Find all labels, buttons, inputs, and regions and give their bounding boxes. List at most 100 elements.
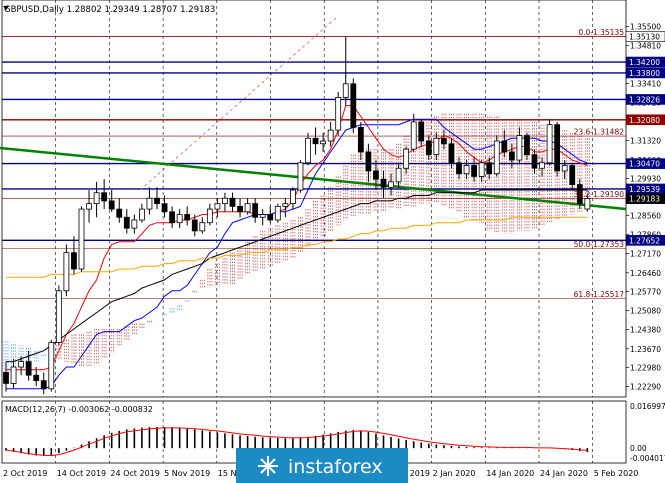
candle-body <box>33 374 40 382</box>
candlesticks <box>3 36 591 395</box>
time-label: 24 Oct 2019 <box>110 469 159 478</box>
candle-body <box>93 192 100 205</box>
price-tick-label: 1.24380 <box>630 325 661 334</box>
candle-body <box>161 203 168 213</box>
candle-body <box>373 170 379 180</box>
price-tick-label: 1.33410 <box>630 80 661 89</box>
price-tick-label: 1.29930 <box>630 174 661 183</box>
candle-body <box>501 140 508 153</box>
candle-body <box>395 167 402 183</box>
candle-body <box>10 366 17 384</box>
candle-body <box>433 137 440 156</box>
price-tick-label: 1.25770 <box>630 288 661 297</box>
time-label: 2 Jan 2020 <box>433 469 476 478</box>
candle-body <box>448 143 455 164</box>
candle-body <box>146 197 153 210</box>
candle-body <box>342 83 349 98</box>
candle-body <box>55 290 62 343</box>
price-tick-label: 1.22290 <box>630 382 661 391</box>
watermark-text: instaforex <box>288 456 383 478</box>
price-tag-label: 1.27652 <box>629 236 660 245</box>
price-tag-label: 1.35130 <box>629 33 660 42</box>
candle-body <box>418 121 425 142</box>
indicator-ma-fast <box>6 216 588 278</box>
price-tag-box <box>625 67 665 79</box>
price-tick-label: 1.25080 <box>630 306 661 315</box>
price-tag-label: 1.33800 <box>629 69 660 78</box>
candle-body <box>259 214 266 218</box>
candle-body <box>25 361 32 376</box>
fib-label: 0.0-1.35135 <box>578 28 624 37</box>
candle-body <box>63 252 70 292</box>
candle-body <box>199 222 206 232</box>
candle-body <box>478 162 485 177</box>
indicator-ma-slow <box>6 189 588 363</box>
fib-label: 38.2-1.29190 <box>574 190 625 199</box>
candle-body <box>176 214 183 224</box>
candle-body <box>282 203 289 207</box>
candle-body <box>425 140 432 156</box>
candle-body <box>327 129 334 142</box>
candle-body <box>335 97 342 131</box>
candle-body <box>365 151 372 172</box>
candle-body <box>3 372 9 384</box>
indicator-kijun-sen <box>6 118 588 390</box>
macd-tick-label: 0.00 <box>630 444 647 453</box>
macd-tick-label: 0.016997 <box>630 402 665 411</box>
indicator-tenkan-sen <box>6 105 588 371</box>
indicator-lines <box>6 105 588 390</box>
candle-body <box>229 197 236 207</box>
candle-body <box>350 83 357 128</box>
candle-body <box>48 342 55 390</box>
candle-body <box>305 137 311 164</box>
macd-label: MACD(12,26,7) -0.003062 -0.000832 <box>5 405 153 414</box>
candle-body <box>569 165 576 185</box>
price-tag-label: 1.32826 <box>629 95 660 104</box>
candle-body <box>388 181 394 188</box>
price-tick-label: 1.34810 <box>630 41 661 50</box>
candle-body <box>380 178 387 188</box>
time-label: 2 Oct 2019 <box>3 469 47 478</box>
candle-body <box>486 162 493 175</box>
candle-body <box>539 162 545 169</box>
chart-header: GBPUSD,Daily 1.28802 1.29349 1.28707 1.2… <box>4 5 215 15</box>
fibonacci-labels: 0.0-1.35135 23.6-1.31482 38.2-1.29190 50.0-… <box>574 28 625 299</box>
time-label: 24 Jan 2020 <box>540 469 588 478</box>
candle-body <box>471 165 478 177</box>
candle-body <box>561 165 568 172</box>
candle-body <box>576 184 583 205</box>
candle-body <box>410 121 417 150</box>
candle-body <box>584 198 591 210</box>
candle-body <box>138 208 145 221</box>
price-tag-box <box>625 56 665 68</box>
price-tag-box <box>625 158 665 169</box>
time-label: 5 Nov 2019 <box>164 469 210 478</box>
candle-body <box>357 126 364 153</box>
candle-body <box>252 203 259 218</box>
candle-body <box>169 211 176 224</box>
price-tags: 1.35130 1.34200 1.33800 1.32826 1.32080 1.304… <box>625 31 665 246</box>
candle-body <box>101 192 108 202</box>
header-arrow-icon <box>3 6 9 10</box>
candle-body <box>244 203 251 213</box>
time-label: 14 Oct 2019 <box>57 469 106 478</box>
candle-body <box>508 151 515 161</box>
candle-body <box>222 197 228 205</box>
fib-label: 61.8-1.25517 <box>574 290 625 299</box>
price-tick-label: 1.31320 <box>630 136 661 145</box>
macd-panel: MACD(12,26,7) -0.003062 -0.000832 0.01699… <box>5 402 665 463</box>
candle-body <box>456 162 462 175</box>
candle-body <box>312 137 319 145</box>
price-tag-box <box>625 114 665 126</box>
candle-body <box>214 203 221 210</box>
candle-body <box>191 219 198 232</box>
candle-body <box>18 361 25 368</box>
price-tick-label: 1.22980 <box>630 364 661 373</box>
candle-body <box>131 219 138 229</box>
candle-body <box>440 137 447 145</box>
macd-tick-label: -0.004017 <box>630 454 665 463</box>
price-tag-label: 1.29539 <box>629 185 660 194</box>
candle-body <box>320 140 327 145</box>
